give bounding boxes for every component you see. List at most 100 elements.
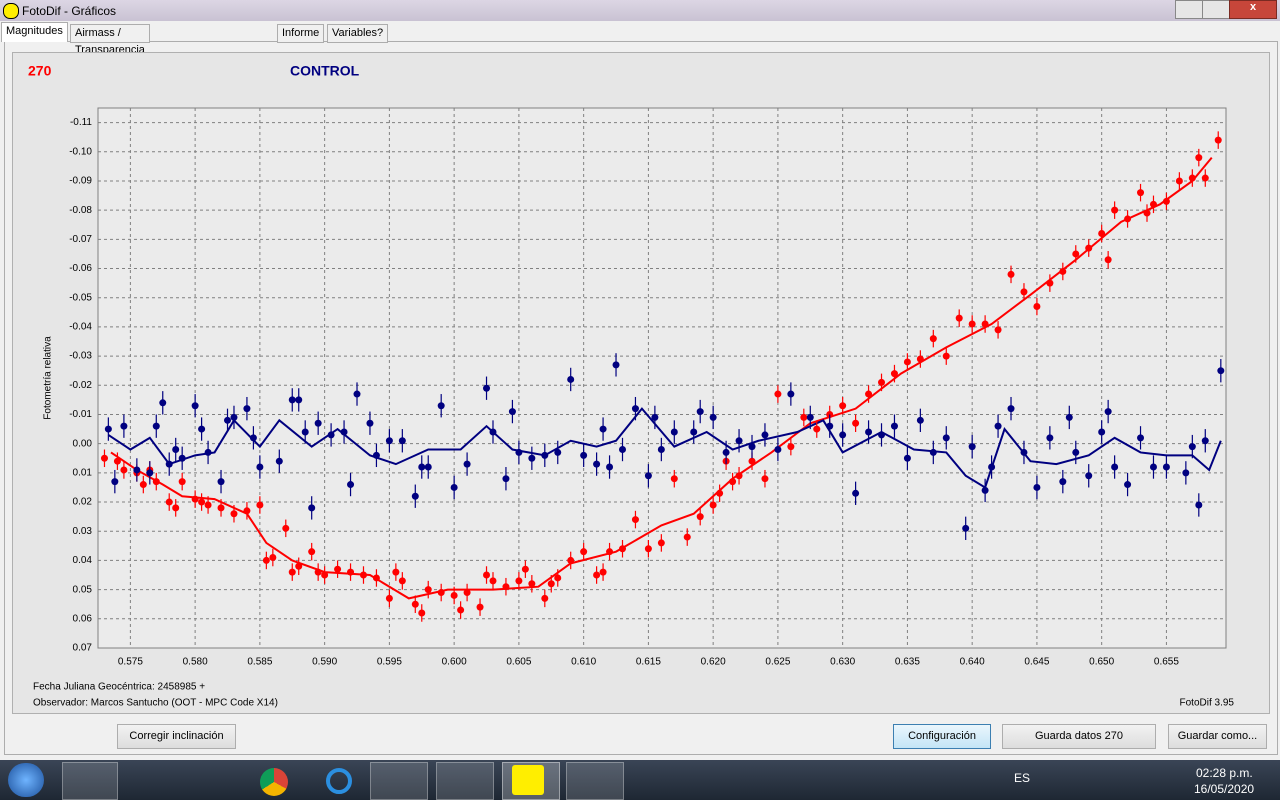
data-point [230, 510, 238, 518]
data-point [813, 425, 821, 433]
data-point [800, 413, 808, 421]
y-tick-label: 0.02 [73, 497, 93, 508]
x-tick-label: 0.620 [701, 657, 726, 668]
data-point [437, 589, 445, 597]
taskbar-app[interactable] [326, 768, 352, 794]
y-tick-label: 0.07 [73, 643, 93, 654]
taskbar-app[interactable] [370, 762, 428, 800]
data-point [230, 413, 238, 421]
x-tick-label: 0.605 [506, 657, 531, 668]
data-point [1217, 367, 1225, 375]
data-point [295, 396, 303, 404]
taskbar-app[interactable] [122, 762, 176, 798]
data-point [198, 425, 206, 433]
data-point [619, 446, 627, 454]
data-point [1111, 463, 1119, 471]
data-point [372, 451, 380, 459]
data-point [1085, 244, 1093, 252]
y-tick-label: -0.07 [69, 234, 92, 245]
tab[interactable]: Variables? [327, 24, 389, 43]
y-tick-label: -0.10 [69, 146, 92, 157]
data-point [942, 352, 950, 360]
tab[interactable]: Informe [277, 24, 325, 43]
data-point [424, 586, 432, 594]
x-tick-label: 0.575 [118, 657, 143, 668]
data-point [839, 431, 847, 439]
data-point [152, 422, 160, 430]
data-point [1137, 189, 1145, 197]
x-tick-label: 0.595 [377, 657, 402, 668]
window-title: FotoDif - Gráficos [22, 4, 117, 18]
data-point [852, 419, 860, 427]
clock-time[interactable]: 02:28 p.m. [1196, 766, 1253, 780]
data-point [282, 524, 290, 532]
data-point [159, 399, 167, 407]
data-point [890, 370, 898, 378]
data-point [593, 460, 601, 468]
data-point [275, 457, 283, 465]
taskbar-app[interactable] [436, 762, 494, 800]
y-tick-label: -0.05 [69, 292, 92, 303]
y-tick-label: -0.11 [70, 117, 92, 128]
data-point [418, 609, 426, 617]
data-point [172, 446, 180, 454]
data-point [690, 428, 698, 436]
close[interactable]: x [1229, 0, 1277, 19]
x-tick-label: 0.580 [183, 657, 208, 668]
button[interactable]: Guardar como... [1168, 724, 1267, 749]
data-point [528, 454, 536, 462]
button[interactable]: Corregir inclinación [117, 724, 236, 749]
data-point [865, 428, 873, 436]
button[interactable]: Configuración [893, 724, 991, 749]
taskbar-app[interactable] [62, 762, 118, 800]
taskbar-app[interactable] [502, 762, 560, 800]
data-point [398, 577, 406, 585]
data-point [1124, 215, 1132, 223]
start-button[interactable] [8, 763, 44, 797]
data-point [929, 335, 937, 343]
data-point [288, 568, 296, 576]
taskbar: ES 02:28 p.m. 16/05/2020 [0, 760, 1280, 800]
taskbar-app[interactable] [188, 762, 242, 798]
data-point [165, 460, 173, 468]
data-point [774, 446, 782, 454]
language[interactable]: ES [1014, 771, 1031, 785]
data-point [988, 463, 996, 471]
data-point [295, 562, 303, 570]
data-point [1020, 448, 1028, 456]
data-point [437, 402, 445, 410]
button[interactable]: Guarda datos 270 [1002, 724, 1156, 749]
taskbar-app[interactable] [566, 762, 624, 800]
data-point [1195, 501, 1203, 509]
data-point [735, 437, 743, 445]
clock-date[interactable]: 16/05/2020 [1194, 782, 1255, 796]
tab[interactable]: Magnitudes [1, 22, 68, 42]
data-point [761, 475, 769, 483]
data-point [981, 320, 989, 328]
data-point [392, 568, 400, 576]
data-point [359, 571, 367, 579]
data-point [1085, 472, 1093, 480]
data-point [1020, 288, 1028, 296]
data-point [612, 361, 620, 369]
y-tick-label: -0.09 [69, 176, 92, 187]
data-point [249, 434, 257, 442]
data-point [748, 443, 756, 451]
data-point [606, 548, 614, 556]
data-point [515, 577, 523, 585]
data-point [113, 457, 121, 465]
data-point [806, 413, 814, 421]
y-axis-label: Fotometría relativa [43, 336, 54, 420]
data-point [372, 574, 380, 582]
data-point [696, 408, 704, 416]
taskbar-app[interactable] [260, 768, 288, 796]
data-point [224, 416, 232, 424]
data-point [521, 565, 529, 573]
y-tick-label: -0.01 [69, 409, 92, 420]
data-point [314, 568, 322, 576]
data-point [968, 320, 976, 328]
data-point [463, 460, 471, 468]
data-point [217, 478, 225, 486]
data-point [1143, 209, 1151, 217]
data-point [308, 548, 316, 556]
